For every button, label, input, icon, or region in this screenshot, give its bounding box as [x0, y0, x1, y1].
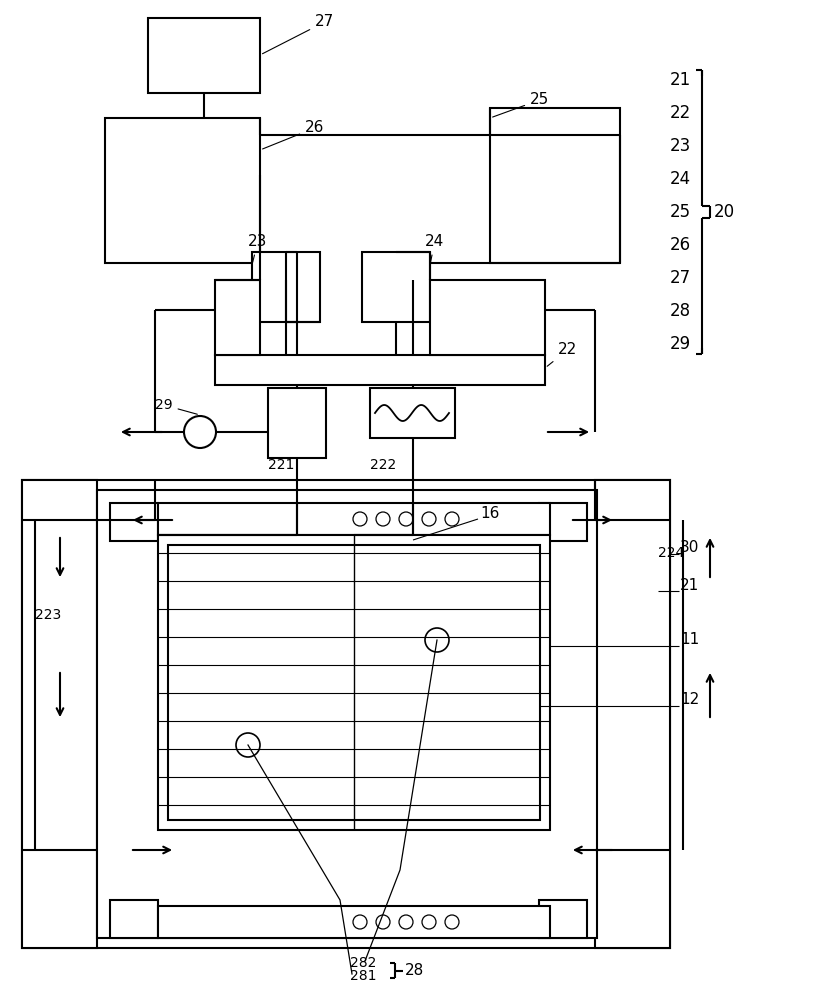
- Text: 30: 30: [680, 540, 700, 556]
- Bar: [110, 900, 158, 938]
- Bar: [97, 490, 597, 938]
- Text: 28: 28: [670, 302, 691, 320]
- Text: 21: 21: [680, 578, 700, 592]
- Bar: [539, 503, 587, 541]
- Text: 20: 20: [714, 203, 735, 221]
- Text: 221: 221: [268, 458, 294, 472]
- Text: 11: 11: [680, 633, 700, 648]
- Text: 23: 23: [248, 234, 267, 262]
- Bar: [158, 906, 550, 938]
- Text: 29: 29: [670, 335, 691, 353]
- Text: 282: 282: [350, 956, 377, 970]
- Text: 223: 223: [35, 608, 61, 622]
- Bar: [158, 535, 550, 830]
- Bar: [22, 480, 670, 948]
- Bar: [490, 108, 620, 263]
- Bar: [215, 280, 260, 355]
- Text: 28: 28: [405, 963, 424, 978]
- Bar: [105, 118, 260, 263]
- Text: 27: 27: [670, 269, 691, 287]
- Text: 24: 24: [425, 234, 444, 262]
- Text: 23: 23: [670, 137, 691, 155]
- Text: 21: 21: [670, 71, 691, 89]
- Text: 27: 27: [263, 14, 335, 54]
- Bar: [168, 545, 540, 820]
- Text: 16: 16: [480, 506, 499, 520]
- Text: 26: 26: [670, 236, 691, 254]
- Text: 22: 22: [547, 342, 578, 366]
- Bar: [215, 355, 545, 385]
- Text: 25: 25: [670, 203, 691, 221]
- Bar: [430, 280, 545, 355]
- Bar: [22, 480, 97, 948]
- Text: 281: 281: [350, 969, 377, 983]
- Bar: [539, 900, 587, 938]
- Text: 224: 224: [658, 546, 684, 560]
- Bar: [595, 480, 670, 948]
- Text: 24: 24: [670, 170, 691, 188]
- Text: 25: 25: [493, 93, 550, 117]
- Bar: [252, 252, 320, 322]
- Bar: [370, 388, 455, 438]
- Text: 29: 29: [155, 398, 197, 414]
- Text: 222: 222: [370, 458, 396, 472]
- Bar: [110, 503, 158, 541]
- Bar: [148, 18, 260, 93]
- Text: 22: 22: [670, 104, 691, 122]
- Text: 26: 26: [263, 120, 325, 149]
- Bar: [362, 252, 430, 322]
- Text: 12: 12: [680, 692, 700, 708]
- Bar: [268, 388, 326, 458]
- Bar: [158, 503, 550, 535]
